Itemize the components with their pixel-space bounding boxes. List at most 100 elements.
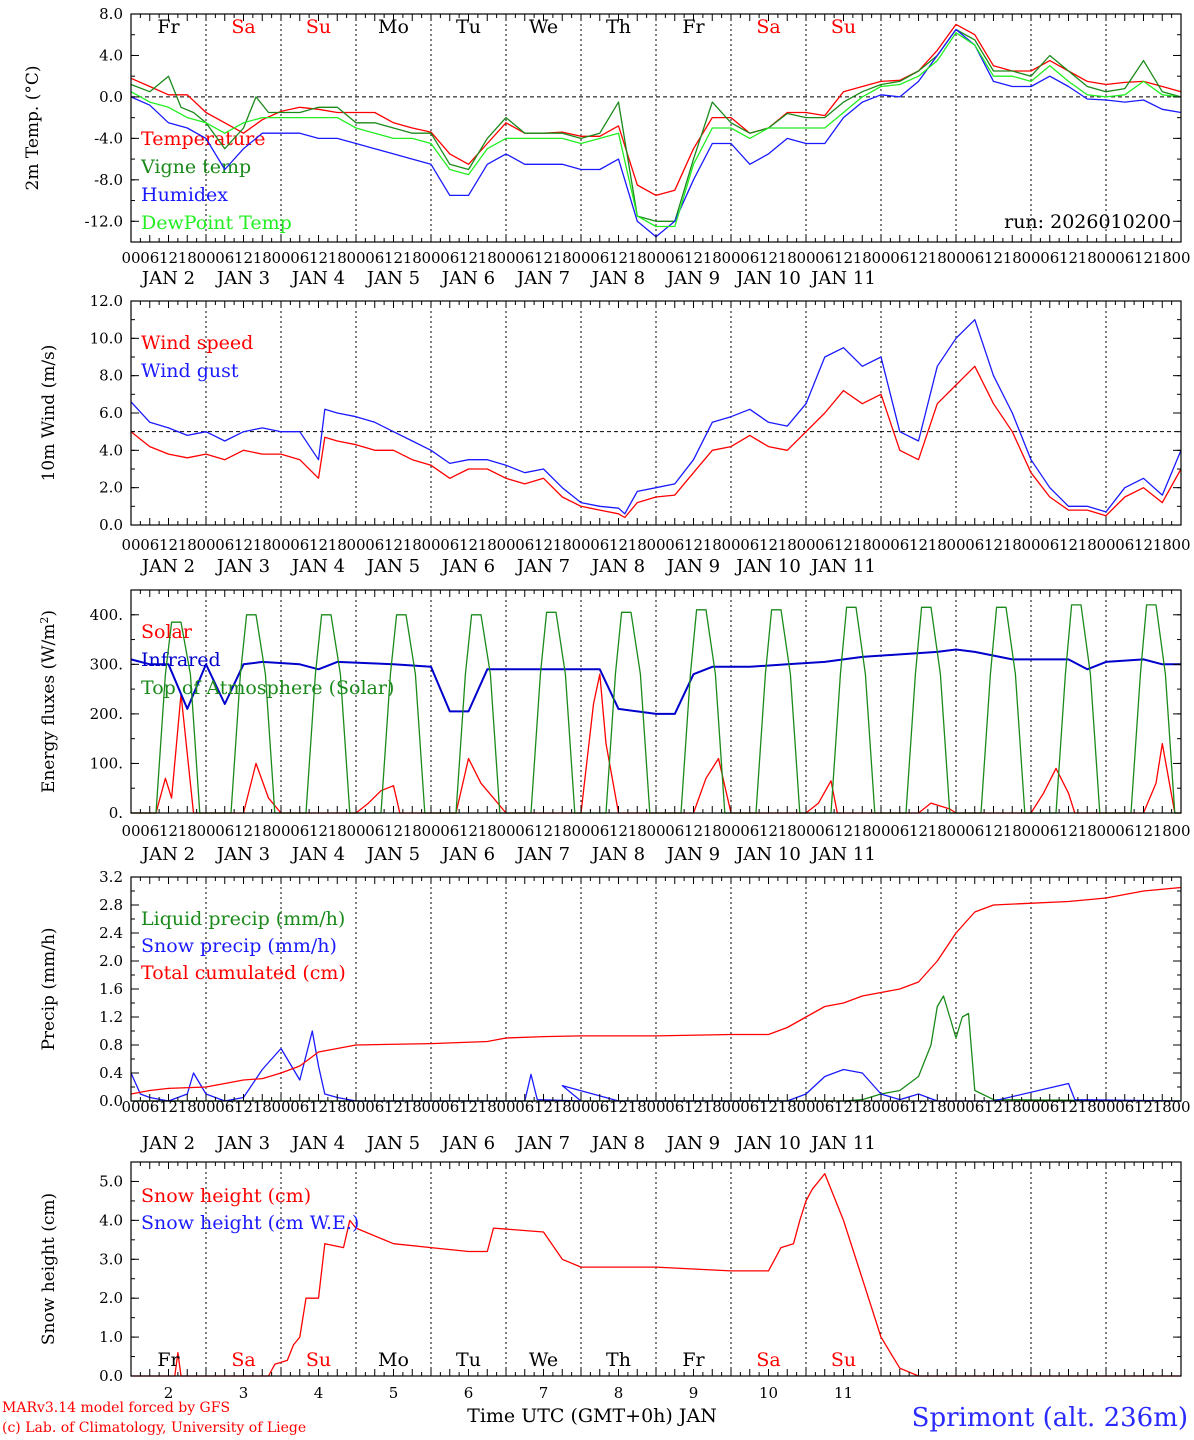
legend-entry: Temperature — [141, 128, 265, 150]
x-hour-label: 06 — [1115, 249, 1134, 267]
series-line-solar — [131, 673, 1181, 814]
x-hour-label: 00 — [646, 1098, 665, 1116]
x-hour-label: 18 — [928, 1098, 947, 1116]
x-hour-label: 06 — [590, 822, 609, 840]
y-tick-label: 8.0 — [99, 367, 123, 385]
x-hour-label: 00 — [121, 249, 140, 267]
x-hour-label: 12 — [1134, 822, 1153, 840]
x-hour-label: 12 — [309, 249, 328, 267]
x-hour-label: 12 — [384, 1098, 403, 1116]
x-hour-label: 06 — [890, 536, 909, 554]
x-date-label: JAN 11 — [809, 556, 876, 577]
x-hour-label: 06 — [965, 249, 984, 267]
x-hour-label: 00 — [646, 822, 665, 840]
x-hour-label: 12 — [609, 249, 628, 267]
x-hour-label: 00 — [1021, 249, 1040, 267]
legend-entry: Top of Atmosphere (Solar) — [141, 677, 394, 699]
y-tick-label: 12.0 — [90, 292, 123, 310]
y-tick-label: 0.0 — [99, 88, 123, 106]
x-hour-label: 00 — [346, 249, 365, 267]
panel-precip: Liquid precip (mm/h) Snow precip (mm/h) To… — [39, 868, 1191, 1154]
x-hour-label: 12 — [159, 1098, 178, 1116]
x-hour-label: 18 — [253, 1098, 272, 1116]
x-hour-label: 00 — [721, 536, 740, 554]
day-name-label: Sa — [231, 1349, 255, 1371]
x-hour-label: 18 — [703, 249, 722, 267]
x-hour-label: 00 — [346, 1098, 365, 1116]
x-hour-label: 00 — [571, 536, 590, 554]
day-name-label: Sa — [756, 16, 780, 38]
x-hour-label: 06 — [290, 249, 309, 267]
x-hour-label: 18 — [628, 536, 647, 554]
x-date-label: JAN 2 — [140, 268, 195, 289]
x-date-label: JAN 6 — [440, 268, 495, 289]
x-hour-label: 06 — [815, 536, 834, 554]
x-hour-label: 18 — [403, 249, 422, 267]
x-hour-label: 18 — [1003, 1098, 1022, 1116]
x-hour-label: 12 — [309, 536, 328, 554]
x-hour-label: 12 — [534, 1098, 553, 1116]
x-hour-label: 12 — [984, 822, 1003, 840]
x-hour-label: 18 — [478, 536, 497, 554]
series-line-infrared — [130, 648, 1181, 715]
x-hour-label: 12 — [234, 249, 253, 267]
x-hour-label: 06 — [365, 536, 384, 554]
x-hour-label: 18 — [1078, 536, 1097, 554]
x-hour-label: 00 — [421, 249, 440, 267]
x-hour-label: 12 — [984, 1098, 1003, 1116]
day-name-label: Sa — [756, 1349, 780, 1371]
x-hour-label: 00 — [871, 536, 890, 554]
x-hour-label: 18 — [853, 249, 872, 267]
x-hour-label: 00 — [271, 249, 290, 267]
x-date-label: JAN 11 — [809, 1133, 876, 1154]
x-hour-label: 00 — [1021, 1098, 1040, 1116]
y-axis-label: Snow height (cm) — [39, 1193, 59, 1345]
x-hour-label: 12 — [234, 1098, 253, 1116]
x-hour-label: 06 — [965, 1098, 984, 1116]
x-hour-label: 00 — [421, 536, 440, 554]
x-hour-label: 00 — [346, 536, 365, 554]
x-hour-label: 12 — [384, 249, 403, 267]
x-date-label: JAN 4 — [290, 556, 345, 577]
x-date-label: JAN 4 — [290, 268, 345, 289]
x-hour-label: 18 — [1153, 1098, 1172, 1116]
x-hour-label: 06 — [1040, 249, 1059, 267]
x-hour-label: 06 — [590, 249, 609, 267]
x-hour-label: 18 — [403, 536, 422, 554]
day-name-label: Fr — [682, 1349, 705, 1371]
y-tick-label: 5.0 — [99, 1172, 123, 1190]
x-hour-label: 18 — [253, 249, 272, 267]
x-hour-label: 18 — [328, 249, 347, 267]
x-hour-label: 18 — [928, 822, 947, 840]
x-hour-label: 18 — [328, 1098, 347, 1116]
x-hour-label: 12 — [384, 822, 403, 840]
y-tick-label: 8.0 — [99, 5, 123, 23]
y-tick-label: 2.0 — [99, 479, 123, 497]
x-date-label: JAN 7 — [515, 268, 570, 289]
x-hour-label: 18 — [553, 536, 572, 554]
day-name-label: We — [529, 16, 558, 38]
x-hour-label: 18 — [478, 249, 497, 267]
x-hour-label: 12 — [834, 822, 853, 840]
x-hour-label: 06 — [290, 1098, 309, 1116]
x-hour-label: 00 — [721, 1098, 740, 1116]
x-hour-label: 00 — [946, 249, 965, 267]
x-hour-label: 00 — [271, 536, 290, 554]
day-number-label: 2 — [164, 1384, 174, 1402]
x-hour-label: 00 — [496, 249, 515, 267]
x-hour-label: 18 — [403, 822, 422, 840]
x-hour-label: 18 — [253, 822, 272, 840]
x-hour-label: 12 — [1134, 1098, 1153, 1116]
series-line-wind-speed — [130, 365, 1182, 519]
x-hour-label: 06 — [440, 1098, 459, 1116]
y-tick-label: 2.0 — [99, 952, 123, 970]
y-tick-label: 0.0 — [99, 516, 123, 534]
y-tick-label: 300. — [90, 655, 123, 673]
x-hour-label: 00 — [571, 1098, 590, 1116]
x-hour-label: 12 — [834, 536, 853, 554]
x-hour-label: 06 — [365, 249, 384, 267]
x-hour-label: 00 — [1171, 822, 1190, 840]
panel-temperature: Temperature Vigne temp Humidex DewPoint Tem… — [23, 5, 1191, 289]
y-tick-label: 2.4 — [99, 924, 123, 942]
x-hour-label: 00 — [871, 1098, 890, 1116]
